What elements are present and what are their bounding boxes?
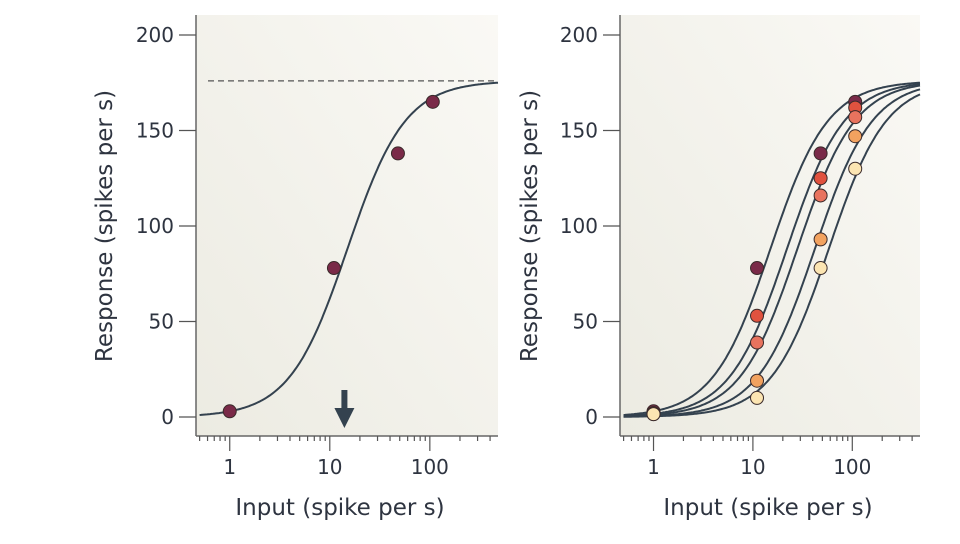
plot-area	[620, 15, 920, 436]
y-tick-label: 0	[161, 405, 174, 429]
data-point	[813, 146, 828, 161]
x-tick-label: 10	[317, 455, 342, 479]
y-tick-label: 50	[149, 310, 174, 334]
data-point	[813, 171, 828, 186]
data-point	[750, 308, 765, 323]
data-point	[848, 110, 863, 125]
data-point	[813, 232, 828, 247]
data-point	[750, 373, 765, 388]
x-tick-label: 100	[411, 455, 449, 479]
data-point	[813, 188, 828, 203]
x-tick-label: 100	[833, 455, 871, 479]
y-axis-label: Response (spikes per s)	[517, 90, 543, 362]
data-point	[750, 261, 765, 276]
plot-area	[196, 15, 498, 436]
y-axis-label: Response (spikes per s)	[92, 90, 118, 362]
fit-curve	[623, 83, 921, 417]
data-point	[848, 129, 863, 144]
fit-curve	[623, 84, 921, 418]
x-tick-label: 1	[647, 455, 660, 479]
right-panel: Response (spikes per s) Input (spike per…	[517, 15, 921, 521]
x-axis-label: Input (spike per s)	[663, 495, 872, 521]
y-tick-label: 0	[585, 405, 598, 429]
fit-curve	[623, 81, 921, 416]
y-tick-label: 200	[560, 23, 598, 47]
data-point	[646, 407, 661, 422]
y-tick-label: 150	[136, 119, 174, 143]
x-axis-label: Input (spike per s)	[235, 495, 444, 521]
data-point	[326, 261, 341, 276]
y-tick-label: 100	[560, 214, 598, 238]
data-point	[390, 146, 405, 161]
down-arrow-icon	[334, 390, 355, 428]
left-panel: Response (spikes per s) Input (spike per…	[92, 15, 499, 521]
y-tick-label: 200	[136, 23, 174, 47]
x-tick-label: 1	[223, 455, 236, 479]
y-tick-label: 150	[560, 119, 598, 143]
data-point	[813, 261, 828, 276]
data-point	[222, 404, 237, 419]
data-point	[848, 161, 863, 176]
x-tick-label: 10	[740, 455, 765, 479]
y-tick-label: 50	[573, 310, 598, 334]
data-point	[750, 390, 765, 405]
fit-curve	[199, 81, 499, 416]
data-point	[750, 335, 765, 350]
data-point	[425, 94, 440, 109]
y-tick-label: 100	[136, 214, 174, 238]
fit-curve	[623, 93, 921, 418]
